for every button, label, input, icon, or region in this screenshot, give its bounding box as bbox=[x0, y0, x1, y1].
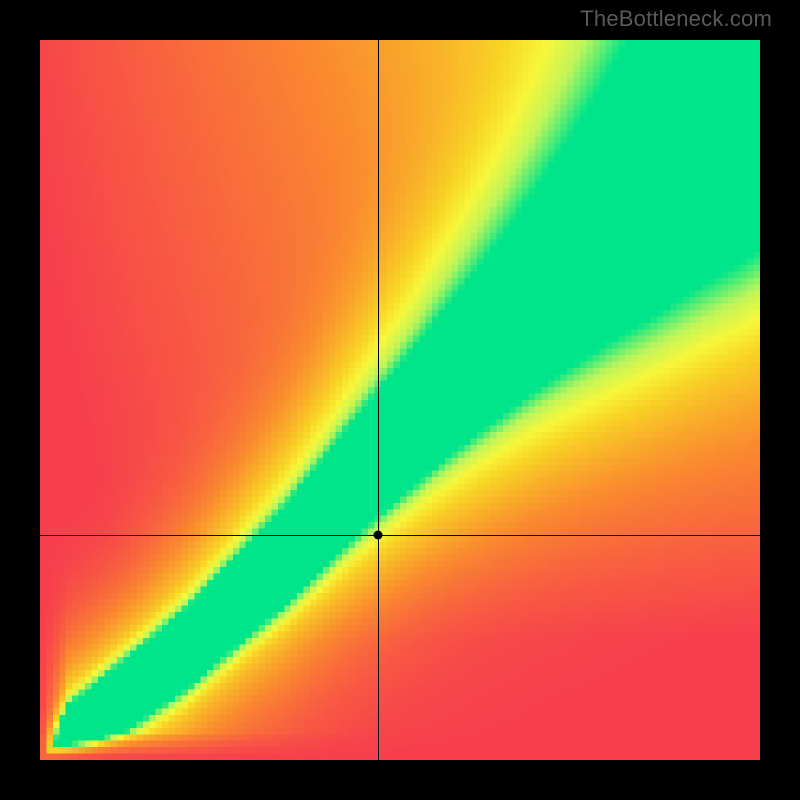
heatmap-plot bbox=[40, 40, 760, 760]
heatmap-canvas bbox=[40, 40, 760, 760]
watermark-text: TheBottleneck.com bbox=[580, 6, 772, 32]
